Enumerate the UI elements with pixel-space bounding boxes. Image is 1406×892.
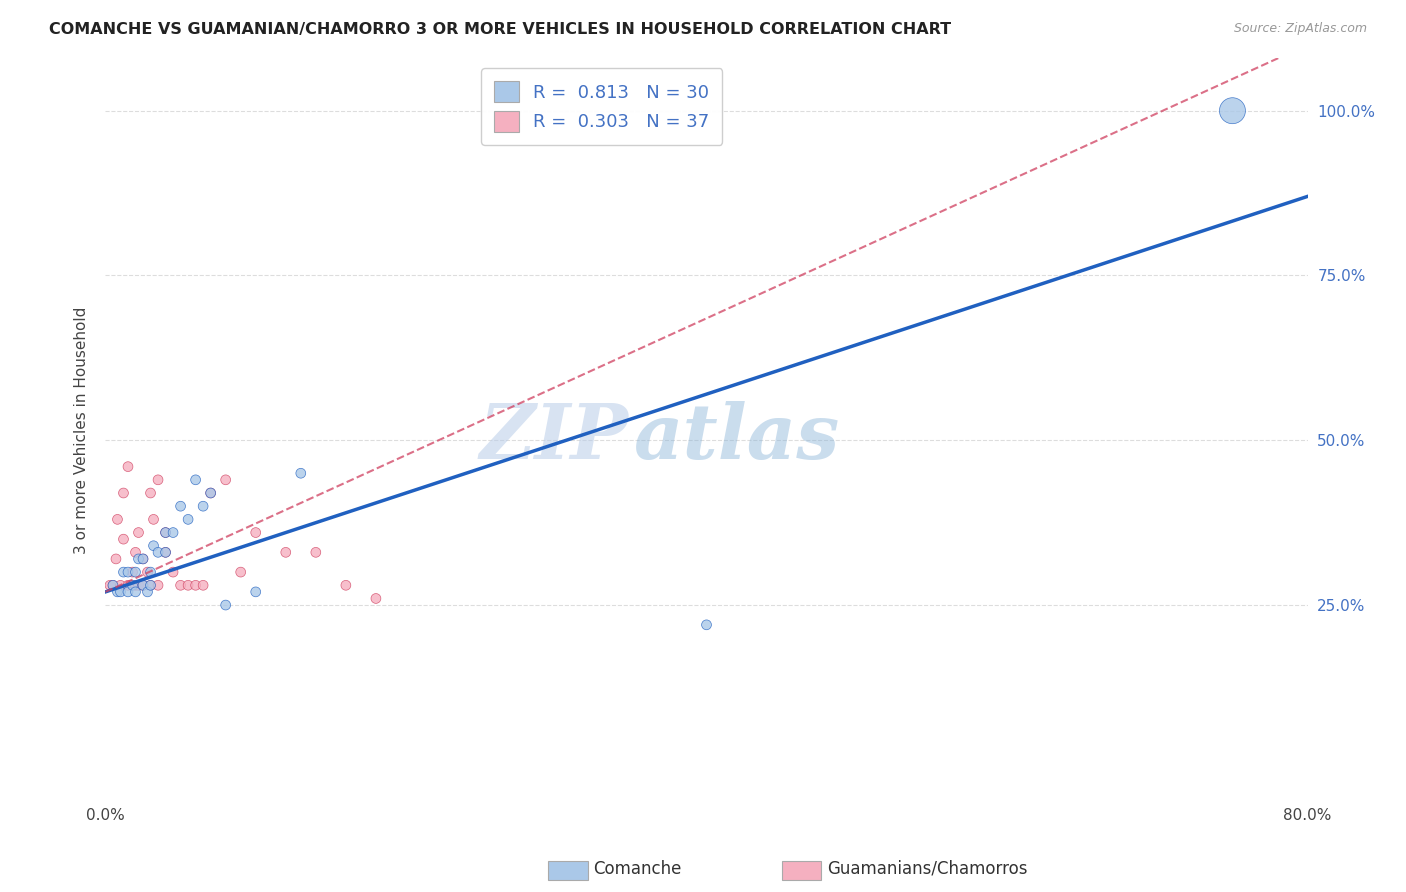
Point (177, 578, 200, 592)
Point (335, 578, 357, 592)
Point (191, 578, 214, 592)
Point (124, 578, 146, 592)
Point (132, 578, 155, 592)
Text: Guamanians/Chamorros: Guamanians/Chamorros (827, 860, 1028, 878)
Point (200, 486, 222, 500)
Point (132, 552, 155, 566)
Point (229, 565, 252, 579)
Point (117, 459, 139, 474)
Point (139, 578, 162, 592)
Point (245, 585, 267, 599)
Point (245, 525, 267, 540)
Point (112, 486, 135, 500)
Point (128, 552, 150, 566)
Point (290, 467, 312, 481)
Point (128, 525, 150, 540)
Point (121, 565, 143, 579)
Point (107, 585, 129, 599)
Point (124, 585, 146, 599)
Point (107, 512, 129, 526)
Text: atlas: atlas (634, 401, 841, 475)
Point (139, 486, 162, 500)
Point (162, 565, 184, 579)
Point (155, 525, 177, 540)
Point (364, 591, 387, 606)
Point (98, 578, 121, 592)
Point (191, 499, 214, 513)
Point (110, 578, 132, 592)
Point (146, 545, 169, 559)
Point (146, 473, 169, 487)
Legend: R =  0.813   N = 30, R =  0.303   N = 37: R = 0.813 N = 30, R = 0.303 N = 37 (481, 69, 723, 145)
Point (112, 532, 135, 546)
Point (214, 473, 236, 487)
Point (214, 598, 236, 612)
Point (121, 578, 143, 592)
Y-axis label: 3 or more Vehicles in Household: 3 or more Vehicles in Household (75, 307, 90, 554)
Point (155, 545, 177, 559)
Point (142, 539, 165, 553)
Point (177, 512, 200, 526)
Point (136, 565, 159, 579)
Point (139, 578, 162, 592)
Point (101, 578, 124, 592)
Point (124, 545, 146, 559)
Point (132, 578, 155, 592)
Point (142, 512, 165, 526)
Text: Comanche: Comanche (593, 860, 682, 878)
Point (274, 545, 297, 559)
Point (696, 617, 718, 632)
Point (146, 578, 169, 592)
Point (117, 565, 139, 579)
Point (139, 565, 162, 579)
Text: Source: ZipAtlas.com: Source: ZipAtlas.com (1233, 22, 1367, 36)
Point (305, 545, 328, 559)
Point (169, 499, 191, 513)
Point (162, 525, 184, 540)
Point (184, 473, 207, 487)
Point (117, 578, 139, 592)
Point (155, 545, 177, 559)
Point (124, 565, 146, 579)
Point (132, 552, 155, 566)
Point (155, 525, 177, 540)
Point (110, 585, 132, 599)
Point (104, 552, 127, 566)
Point (117, 585, 139, 599)
Point (128, 578, 150, 592)
Point (136, 585, 159, 599)
Point (200, 486, 222, 500)
Point (169, 578, 191, 592)
Point (101, 578, 124, 592)
Point (112, 565, 135, 579)
Text: ZIP: ZIP (479, 401, 628, 475)
Point (184, 578, 207, 592)
Text: COMANCHE VS GUAMANIAN/CHAMORRO 3 OR MORE VEHICLES IN HOUSEHOLD CORRELATION CHART: COMANCHE VS GUAMANIAN/CHAMORRO 3 OR MORE… (49, 22, 952, 37)
Point (1222, 103, 1244, 118)
